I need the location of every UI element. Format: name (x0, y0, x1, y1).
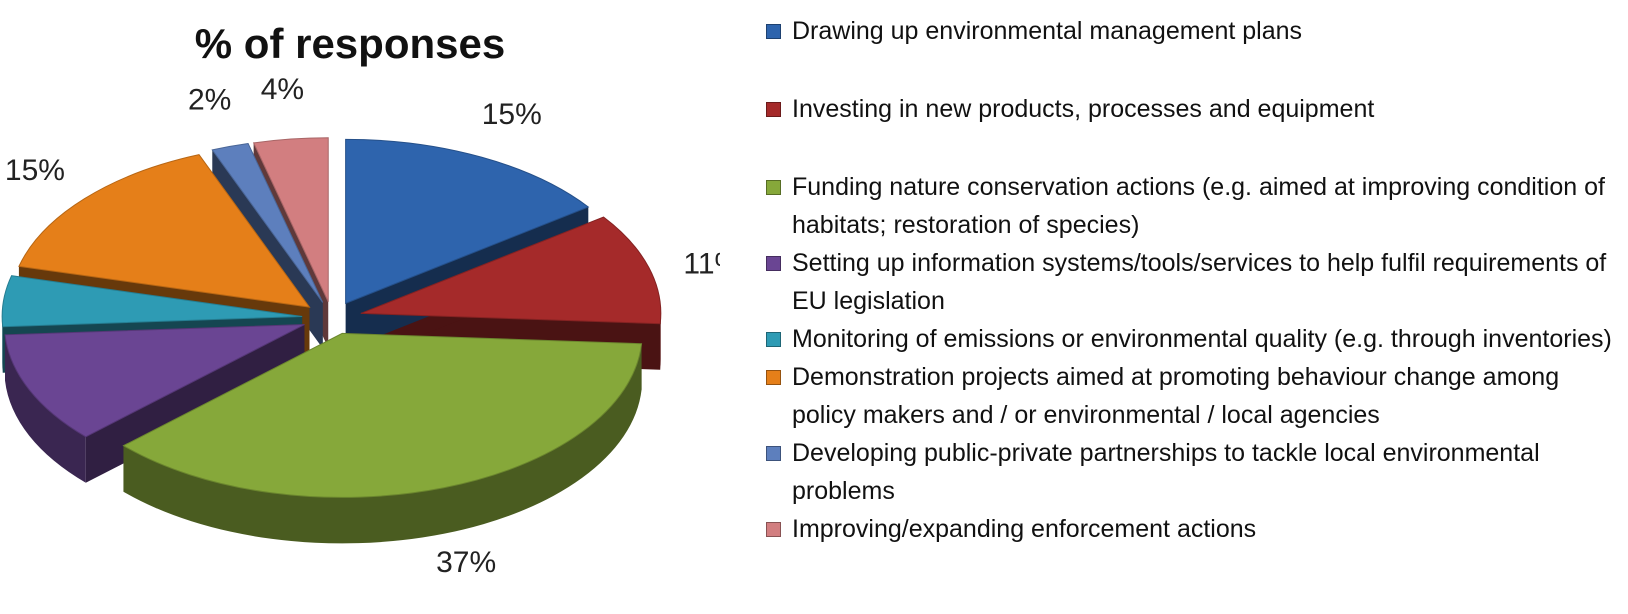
pie-top-layer (1, 137, 662, 498)
legend-item-2: Investing in new products, processes and… (766, 90, 1626, 128)
pie-label-layer: 15%11%37%11%5%15%2%4% (5, 73, 720, 579)
data-label-8: 4% (261, 73, 304, 106)
legend-marker-3 (766, 180, 781, 195)
data-label-3: 37% (436, 546, 496, 579)
legend-item-8: Improving/expanding enforcement actions (766, 510, 1626, 548)
data-label-1: 15% (482, 98, 542, 131)
pie-slice-funding-nature-conservation-actions-e-g- (122, 332, 643, 498)
data-label-2: 11% (683, 248, 720, 281)
legend-item-1: Drawing up environmental management plan… (766, 12, 1626, 50)
pie-slice-developing-public-private-partnerships-t (211, 143, 324, 303)
chart-title: % of responses (194, 20, 506, 67)
legend-marker-5 (766, 332, 781, 347)
legend-marker-7 (766, 446, 781, 461)
pie-chart: % of responses 15%11%37%11%5%15%2%4% (0, 0, 720, 614)
legend-label-4: Setting up information systems/tools/ser… (792, 249, 1607, 315)
pie-slice-improving-expanding-enforcement-actions (252, 137, 329, 302)
data-label-7: 2% (188, 83, 231, 116)
pie-slice-monitoring-of-emissions-or-environmental (1, 275, 303, 328)
legend-label-5: Monitoring of emissions or environmental… (792, 325, 1612, 353)
legend-marker-6 (766, 370, 781, 385)
data-label-6: 15% (5, 154, 65, 187)
legend-marker-8 (766, 522, 781, 537)
legend-item-3: Funding nature conservation actions (e.g… (766, 168, 1626, 244)
legend-label-2: Investing in new products, processes and… (792, 95, 1375, 123)
pie-slice-drawing-up-environmental-management-plan (345, 138, 590, 305)
pie-slice-side-3 (123, 343, 642, 544)
legend-item-6: Demonstration projects aimed at promotin… (766, 358, 1626, 434)
legend-marker-4 (766, 256, 781, 271)
pie-chart-canvas: 15%11%37%11%5%15%2%4% (1, 73, 720, 579)
legend-item-5: Monitoring of emissions or environmental… (766, 320, 1626, 358)
legend-label-7: Developing public-private partnerships t… (792, 439, 1540, 505)
pie-slice-side-2 (660, 313, 661, 370)
pie-slice-side-4 (5, 334, 86, 483)
legend-marker-2 (766, 102, 781, 117)
pie-slice-setting-up-information-systems-tools-ser (4, 324, 305, 438)
legend: Drawing up environmental management plan… (766, 12, 1626, 548)
legend-label-3: Funding nature conservation actions (e.g… (792, 173, 1605, 239)
legend-label-8: Improving/expanding enforcement actions (792, 515, 1257, 543)
pie-slice-demonstration-projects-aimed-at-promotin (18, 154, 311, 308)
pie-slice-side-5 (2, 316, 3, 373)
legend-label-1: Drawing up environmental management plan… (792, 17, 1303, 45)
pie-slice-investing-in-new-products-processes-and- (360, 216, 662, 325)
legend-label-6: Demonstration projects aimed at promotin… (792, 363, 1560, 429)
legend-item-4: Setting up information systems/tools/ser… (766, 244, 1626, 320)
legend-item-7: Developing public-private partnerships t… (766, 434, 1626, 510)
legend-marker-1 (766, 24, 781, 39)
